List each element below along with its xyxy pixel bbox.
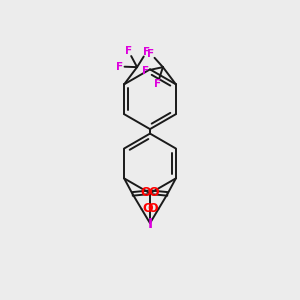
Text: O: O	[141, 186, 151, 199]
Text: O: O	[142, 202, 153, 215]
Text: O: O	[147, 202, 158, 215]
Text: F: F	[125, 46, 132, 56]
Text: I: I	[147, 217, 153, 231]
Text: F: F	[154, 79, 161, 89]
Text: O: O	[149, 186, 159, 199]
Text: F: F	[147, 49, 155, 59]
Text: F: F	[143, 47, 150, 57]
Text: F: F	[142, 66, 149, 76]
Text: F: F	[116, 61, 123, 71]
